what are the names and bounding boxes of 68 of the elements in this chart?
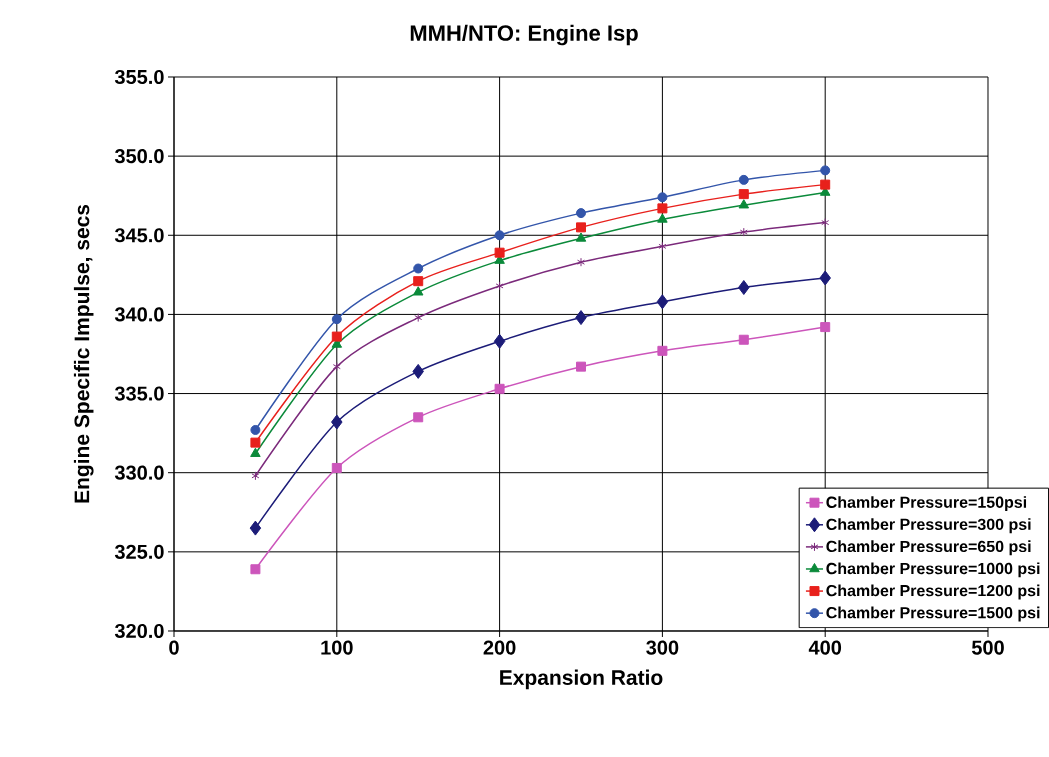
point (331, 462, 342, 473)
point (738, 199, 750, 209)
x-tick-label: 200 (483, 640, 516, 655)
point (576, 208, 586, 219)
point (821, 218, 830, 228)
point (657, 213, 668, 223)
chart-title: MMH/NTO: Engine Isp (410, 24, 638, 46)
point (413, 263, 424, 274)
point (331, 414, 343, 430)
point (412, 286, 424, 296)
point (658, 241, 667, 251)
point (412, 363, 424, 379)
point (577, 257, 585, 267)
x-tick-label: 100 (321, 640, 353, 655)
y-tick-label: 340.0 (114, 307, 164, 322)
point (413, 412, 424, 423)
legend-label: Chamber Pressure=1200 psi (826, 584, 1040, 600)
point (250, 447, 261, 457)
y-tick-label: 355.0 (114, 69, 164, 85)
point (493, 333, 506, 349)
y-tick-label: 320.0 (114, 623, 164, 639)
point (820, 322, 831, 333)
point (738, 280, 750, 296)
legend-label: Chamber Pressure=1000 psi (826, 562, 1040, 578)
point (494, 230, 505, 241)
point (413, 276, 424, 287)
point (495, 281, 504, 291)
point (739, 227, 748, 237)
point (738, 334, 749, 345)
point (249, 520, 262, 536)
point (738, 189, 749, 200)
y-tick-label: 350.0 (114, 149, 164, 164)
point (251, 471, 260, 481)
y-axis-title: Engine Specific Impulse, secs (73, 204, 94, 503)
point (656, 294, 669, 310)
legend-label: Chamber Pressure=650 psi (826, 540, 1031, 556)
legend-label: Chamber Pressure=300 psi (826, 518, 1031, 534)
point (494, 247, 505, 258)
point (819, 270, 831, 286)
y-tick-label: 330.0 (114, 465, 164, 480)
point (820, 179, 831, 190)
point (575, 232, 587, 242)
point (576, 222, 586, 233)
point (738, 174, 749, 185)
x-axis-title: Expansion Ratio (500, 669, 663, 690)
point (494, 383, 505, 394)
x-tick-label: 400 (808, 640, 842, 655)
point (820, 165, 831, 176)
legend-label: Chamber Pressure=150psi (826, 496, 1027, 512)
x-tick-label: 500 (971, 640, 1004, 655)
point (250, 564, 261, 575)
point (250, 437, 261, 448)
point (250, 424, 261, 435)
y-tick-label: 325.0 (114, 544, 164, 559)
point (331, 331, 342, 342)
point (332, 362, 341, 372)
point (414, 313, 423, 323)
point (575, 310, 587, 326)
x-tick-label: 300 (646, 640, 679, 655)
x-tick-label: 0 (169, 640, 179, 655)
legend-label: Chamber Pressure=1500 psi (826, 606, 1040, 622)
point (657, 203, 668, 214)
y-tick-label: 345.0 (114, 228, 164, 243)
point (657, 345, 668, 356)
point (657, 192, 668, 203)
y-tick-label: 335.0 (114, 386, 164, 401)
point (331, 314, 342, 325)
point (576, 361, 586, 372)
